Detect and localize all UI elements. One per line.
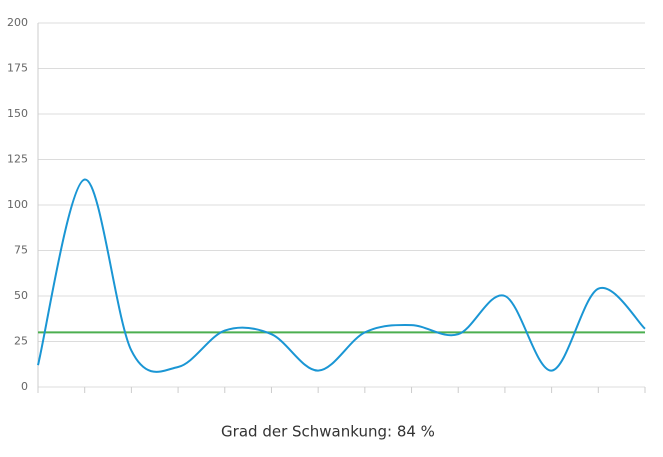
y-tick-label: 100: [7, 198, 28, 211]
y-tick-label: 200: [7, 16, 28, 29]
line-series: [37, 178, 646, 373]
y-tick-label: 125: [7, 153, 28, 166]
y-tick-label: 175: [7, 62, 28, 75]
y-tick-label: 75: [14, 244, 28, 257]
y-tick-label: 0: [21, 380, 28, 393]
caption: Grad der Schwankung: 84 %: [221, 423, 435, 441]
y-tick-label: 150: [7, 107, 28, 120]
y-tick-label: 50: [14, 289, 28, 302]
y-tick-label: 25: [14, 335, 28, 348]
